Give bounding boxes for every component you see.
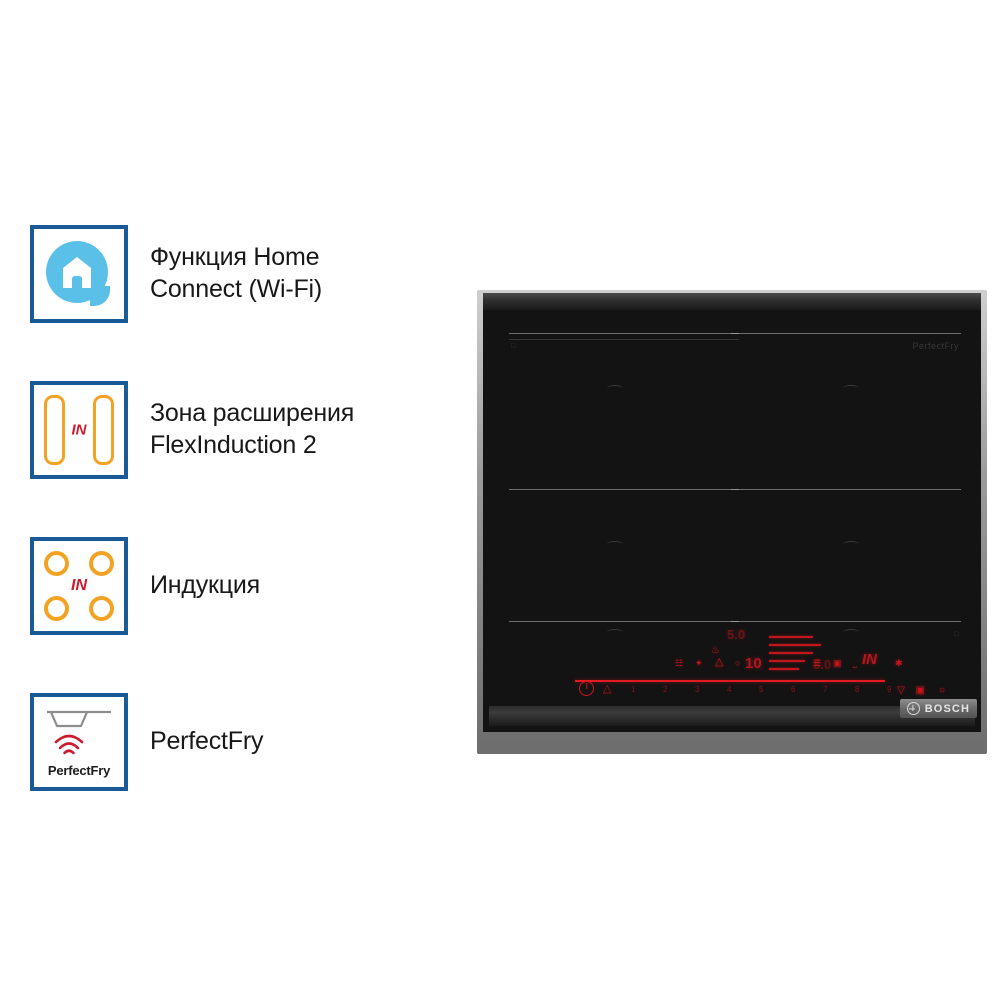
burner-circle-bottom-left xyxy=(44,596,69,621)
cooktop-glass-surface: □ PerfectFry □ △ 1 2 3 4 5 6 7 8 9 ☷ ✦ △… xyxy=(483,293,981,732)
house-glyph xyxy=(63,257,91,288)
slider-tick-6[interactable]: 6 xyxy=(791,685,796,694)
zone-mark-right-lower: □ xyxy=(954,631,959,638)
slider-tick-9[interactable]: 9 xyxy=(887,685,892,694)
burner-circle-top-right xyxy=(89,551,114,576)
feature-label-perfectfry: PerfectFry xyxy=(150,727,264,756)
slider-tick-8[interactable]: 8 xyxy=(855,685,860,694)
zone-line-right-top xyxy=(731,333,961,334)
slider-tick-3[interactable]: 3 xyxy=(695,685,700,694)
zone-line-left-bottom xyxy=(509,621,739,622)
pan-icon[interactable]: △ xyxy=(715,656,724,668)
slider-tick-2[interactable]: 2 xyxy=(663,685,668,694)
cooktop-top-bevel xyxy=(483,293,981,310)
feature-label-induction: Индукция xyxy=(150,571,261,600)
induction-in-label: IN xyxy=(71,577,87,594)
pan-with-heat-waves-glyph xyxy=(47,710,111,755)
zone-line-right-mid xyxy=(731,489,961,490)
induction-cooktop-product-image: □ PerfectFry □ △ 1 2 3 4 5 6 7 8 9 ☷ ✦ △… xyxy=(477,290,987,754)
feature-badge-induction: IN xyxy=(30,537,128,635)
simmer-icon[interactable]: ☰ xyxy=(813,658,822,668)
zone-center-glyph-right-front xyxy=(843,629,859,635)
select-key[interactable]: ○ xyxy=(938,685,945,696)
display-bar-1 xyxy=(769,636,813,638)
zone-center-glyph-right-lower xyxy=(843,541,859,547)
display-value-right: 8.0 xyxy=(813,657,832,672)
slider-tick-5[interactable]: 5 xyxy=(759,685,764,694)
boost-icon[interactable]: ✦ xyxy=(695,658,703,668)
bosch-brand-logo: BOSCH xyxy=(899,699,977,718)
induction-icon: IN xyxy=(44,551,114,621)
feature-row-home-connect: Функция Home Connect (Wi-Fi) xyxy=(30,196,450,352)
timer-icon[interactable]: ☷ xyxy=(675,658,684,668)
flexinduction-zone-icon: IN xyxy=(44,395,114,465)
burner-circle-bottom-right xyxy=(89,596,114,621)
feature-badge-perfectfry: PerfectFry xyxy=(30,693,128,791)
flex-in-indicator: IN xyxy=(862,651,877,668)
melt-icon[interactable]: ♨ xyxy=(711,645,720,656)
display-bar-3 xyxy=(769,652,813,654)
feature-list: Функция Home Connect (Wi-Fi) IN Зона рас… xyxy=(30,196,450,820)
display-bar-2 xyxy=(769,644,821,646)
burner-circle-top-left xyxy=(44,551,69,576)
zone-mark-left: □ xyxy=(511,343,516,350)
feature-row-flexinduction: IN Зона расширения FlexInduction 2 xyxy=(30,352,450,508)
bosch-logo-mark xyxy=(906,702,920,715)
slider-tick-1[interactable]: 1 xyxy=(631,685,636,694)
flex-in-label: IN xyxy=(71,421,87,439)
display-bar-5 xyxy=(769,668,799,670)
flex-zone-bar-left xyxy=(44,395,65,465)
cooktop-bottom-bevel xyxy=(489,706,975,726)
zone-line-left-top xyxy=(509,333,739,334)
zone-center-glyph-right-upper xyxy=(843,385,859,391)
display-value-upper: 5.0 xyxy=(727,627,746,642)
speech-bubble-tail xyxy=(90,286,110,306)
slider-tick-4[interactable]: 4 xyxy=(727,685,732,694)
child-lock-icon[interactable]: △ xyxy=(603,683,612,695)
plus-key[interactable]: ▣ xyxy=(915,685,925,696)
feature-badge-flexinduction: IN xyxy=(30,381,128,479)
power-slider-track[interactable] xyxy=(575,680,885,682)
touch-control-panel[interactable]: △ 1 2 3 4 5 6 7 8 9 ☷ ✦ △ ○ ♨ ☰ ▣ ⎵ ✱ 10… xyxy=(483,616,981,708)
bosch-wordmark: BOSCH xyxy=(924,702,970,715)
feature-badge-home-connect xyxy=(30,225,128,323)
zone-line-left-mid xyxy=(509,489,739,490)
powerboost-icon[interactable]: ▣ xyxy=(833,658,842,668)
feature-row-induction: IN Индукция xyxy=(30,508,450,664)
minus-key[interactable]: ▽ xyxy=(897,685,905,696)
perfectfry-icon-label: PerfectFry xyxy=(47,763,111,778)
display-value-left: 10 xyxy=(745,655,762,672)
zone-line-left-top-2 xyxy=(509,339,739,340)
zone-mark-perfectfry: PerfectFry xyxy=(912,341,959,351)
perfectfry-panel-icon[interactable]: ✱ xyxy=(895,658,903,668)
power-button-icon[interactable] xyxy=(579,681,594,696)
home-connect-icon xyxy=(46,241,112,307)
display-bar-4 xyxy=(769,660,805,662)
slider-tick-7[interactable]: 7 xyxy=(823,685,828,694)
feature-label-home-connect: Функция Home Connect (Wi-Fi) xyxy=(150,243,323,303)
keep-warm-icon[interactable]: ○ xyxy=(735,658,741,668)
zone-line-right-bottom xyxy=(731,621,961,622)
zone-center-glyph-left-lower xyxy=(607,541,623,547)
home-connect-panel-icon[interactable]: ⎵ xyxy=(853,658,857,668)
zone-center-glyph-left-front xyxy=(607,629,623,635)
zone-center-glyph-left-upper xyxy=(607,385,623,391)
perfectfry-icon: PerfectFry xyxy=(39,706,119,778)
feature-label-flexinduction: Зона расширения FlexInduction 2 xyxy=(150,399,355,459)
flex-zone-bar-right xyxy=(93,395,114,465)
feature-row-perfectfry: PerfectFry PerfectFry xyxy=(30,664,450,820)
